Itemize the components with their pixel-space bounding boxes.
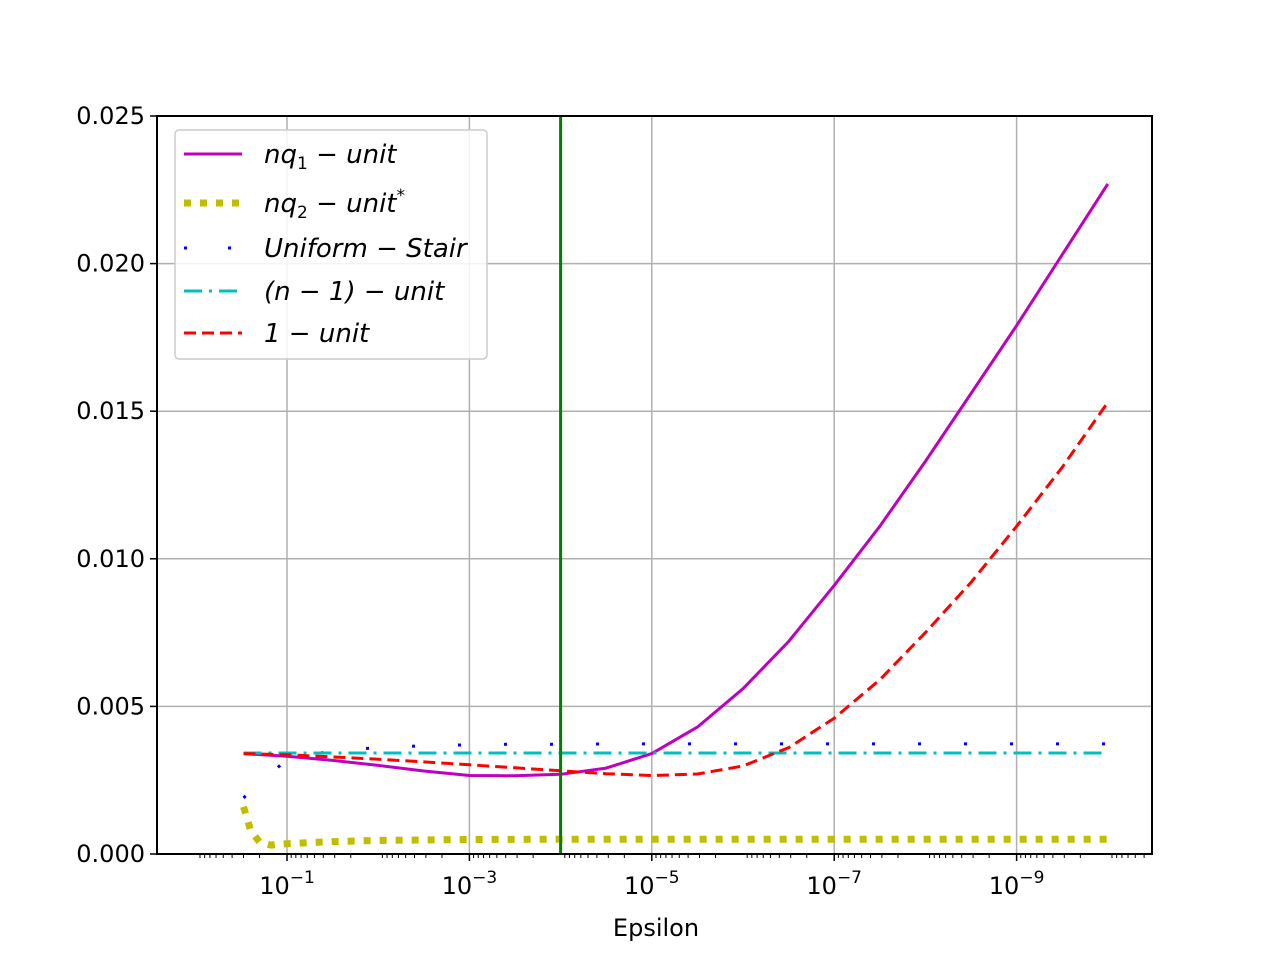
y-tick-label: 0.010 [76, 545, 145, 573]
legend: nq1 − unit nq2 − unit* Uniform − Stair (n −… [174, 129, 488, 360]
legend-box [174, 129, 488, 360]
series-line-1 [240, 805, 1108, 849]
legend-label-1: nq2 − unit* [264, 186, 405, 223]
x-tick-label: 10−3 [442, 868, 498, 900]
series-line-0 [243, 183, 1110, 778]
y-tick-label: 0.025 [76, 102, 145, 130]
x-axis-label: Epsilon [613, 914, 699, 942]
x-tick-label: 10−5 [624, 868, 680, 900]
y-tick-label: 0.015 [76, 397, 145, 425]
y-tick-label: 0.020 [76, 250, 145, 278]
x-tick-label: 10−9 [989, 868, 1045, 900]
plot-frame [156, 115, 1153, 855]
legend-label-3: (n − 1) − unit [264, 277, 445, 307]
legend-label-4: 1 − unit [264, 319, 370, 349]
ticks: 10−1 10−3 10−5 10−7 10−9 0.000 0.005 0.010 0.015… [76, 102, 1145, 900]
y-tick-label: 0.000 [76, 840, 145, 868]
series-layer [240, 183, 1110, 849]
y-tick-label: 0.005 [76, 692, 145, 720]
legend-label-0: nq1 − unit [264, 140, 397, 174]
legend-label-2: Uniform − Stair [264, 234, 469, 264]
x-tick-label: 10−1 [259, 868, 315, 900]
x-tick-label: 10−7 [806, 868, 862, 900]
